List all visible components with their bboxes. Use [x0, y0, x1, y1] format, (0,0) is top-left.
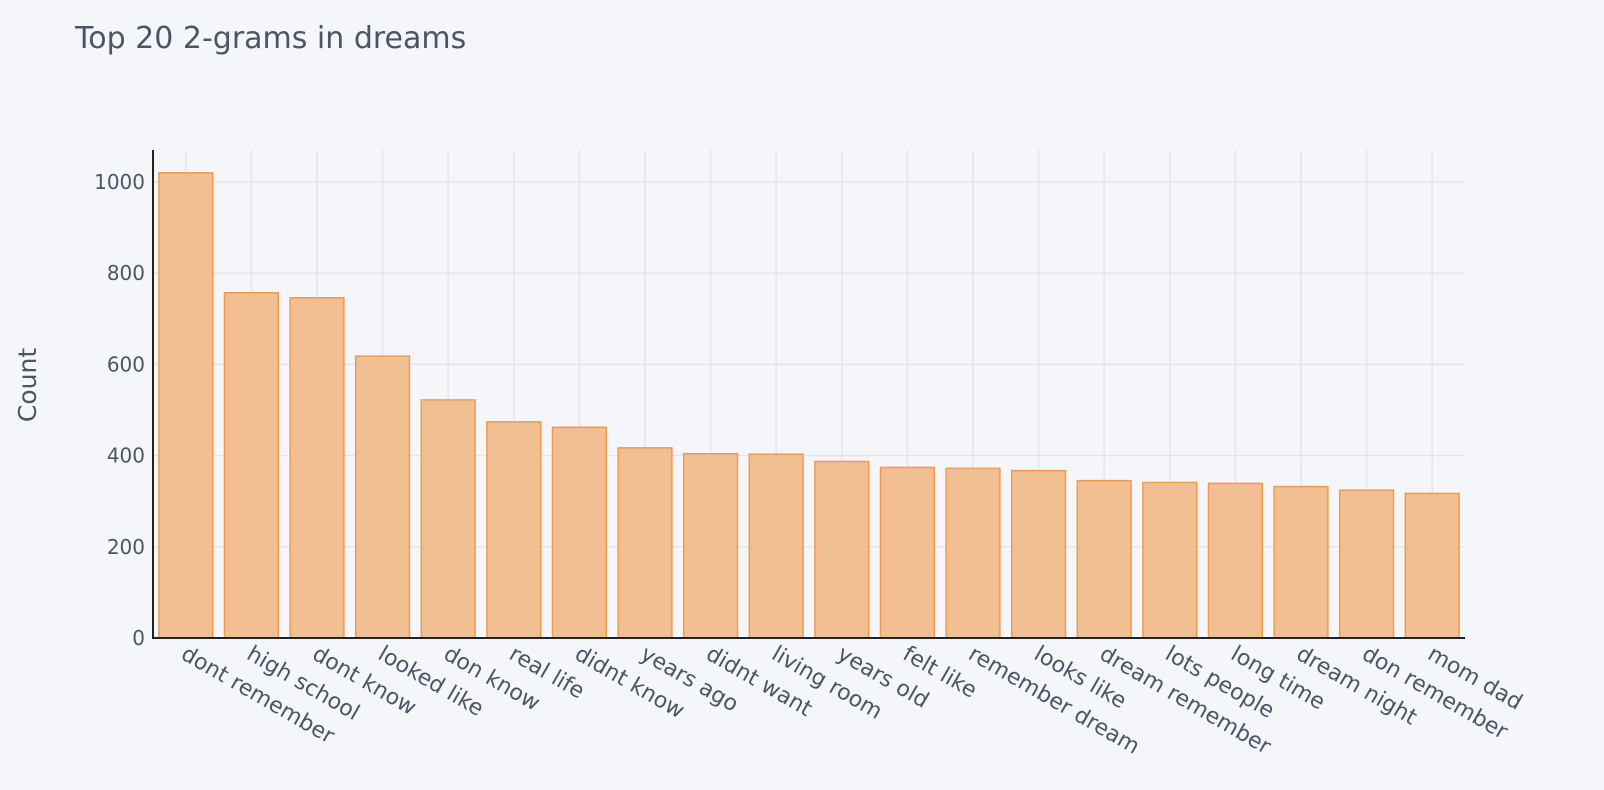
bars: [158, 172, 1460, 639]
bar: [1142, 481, 1198, 639]
bar: [1338, 489, 1395, 639]
bar: [1076, 479, 1132, 639]
bar: [289, 297, 345, 639]
bar: [814, 460, 870, 639]
y-tick-labels: 0 200 400 600 800 1000: [94, 170, 145, 650]
bar: [1010, 469, 1067, 639]
bar: [682, 452, 739, 639]
y-tick-label: 800: [107, 261, 145, 285]
bar: [879, 466, 936, 639]
bar: [551, 426, 608, 639]
y-axis-title: Count: [13, 348, 42, 422]
bar: [748, 453, 804, 639]
bar: [1273, 485, 1329, 639]
bar: [1207, 482, 1264, 639]
y-tick-label: 400: [107, 444, 145, 468]
bar: [158, 172, 214, 639]
y-tick-label: 200: [107, 535, 145, 559]
y-tick-label: 600: [107, 352, 145, 376]
bar: [617, 447, 673, 639]
bar: [354, 355, 411, 639]
horizontal-gridlines: [153, 181, 1465, 548]
y-tick-label: 0: [132, 626, 145, 650]
chart-title: Top 20 2-grams in dreams: [74, 21, 466, 56]
y-tick-label: 1000: [94, 170, 145, 194]
bar: [1404, 492, 1460, 639]
bar: [945, 467, 1001, 639]
bar: [486, 421, 542, 639]
bar: [420, 399, 476, 639]
bar: [223, 292, 280, 639]
